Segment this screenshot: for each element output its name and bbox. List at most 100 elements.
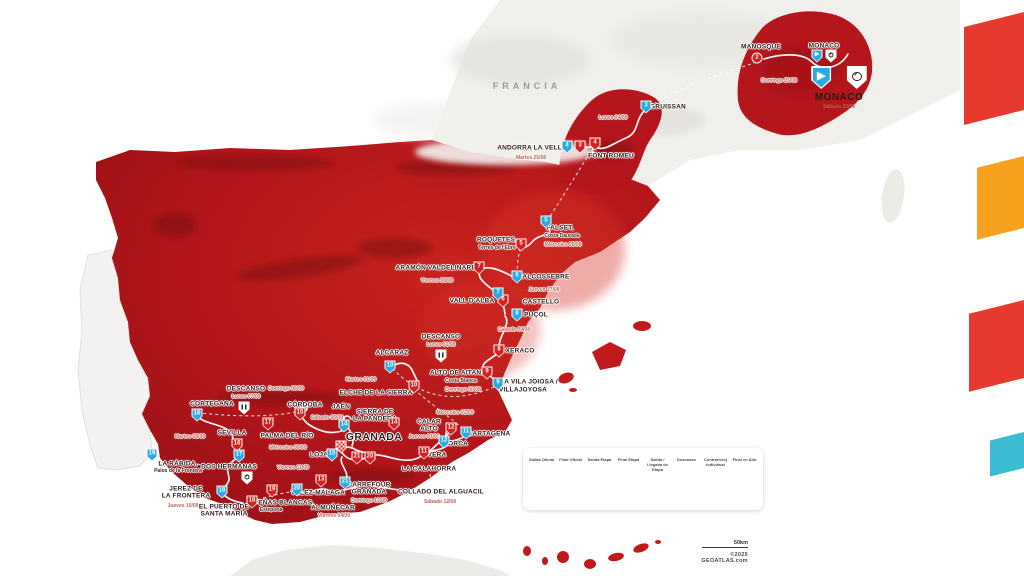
legend: ▶ Salida Oficial Final Oficial 1 Salida Etap… [523, 448, 763, 510]
town-label: JEREZ DE [169, 485, 203, 493]
stage-finish-shield-icon: 12 [445, 422, 457, 436]
monaco-card-date: Sábado 22/08 [823, 104, 855, 110]
legend-item-label: Contrarreloj Individual [704, 457, 727, 467]
stage-date-label: Domingo 13/09 [351, 498, 387, 504]
legend-item: 1 Final Etapa [614, 455, 643, 463]
town-label: XERACO [505, 347, 535, 355]
map-credit: ©2025 GEOATLAS.com [701, 552, 748, 564]
town-label: ARAMÓN VALDELINARES [395, 264, 481, 272]
stage-date-label: Miércoles 02/09 [436, 410, 474, 416]
town-label: ANDORRA LA VELLA [497, 144, 567, 152]
stage-start-shield-icon: 15 [326, 448, 338, 462]
stage-finish-shield-icon: 19 [266, 484, 278, 498]
town-label: ROQUETES, [476, 236, 518, 244]
stage-start-shield-icon: 20 [291, 483, 303, 497]
stage-date-label: Viernes 04/09 [318, 513, 350, 519]
time-trial-shield-icon [846, 66, 867, 89]
brand-stripe [977, 156, 1024, 240]
town-label: GRUISSAN [650, 103, 686, 111]
brand-stripe [969, 300, 1024, 392]
stage-finish-shield-icon: 6 [497, 294, 509, 308]
stage-start-shield-icon: 14 [338, 419, 350, 433]
monaco-start-card: ▶ MONACO Sábado 22/08 [806, 66, 872, 110]
town-label: SANTA MARÍA [200, 510, 248, 518]
stage-finish-shield-icon: 17 [262, 417, 274, 431]
stage-date-label: Viernes 28/08 [421, 278, 453, 284]
stage-date-label: Lunes 31/08 [426, 342, 456, 348]
town-label: ELCHE DE LA SIERRA [339, 389, 413, 397]
balearic-islands [558, 321, 651, 392]
town-label: FALSET, [546, 224, 574, 232]
town-label: ALMUÑÉCAR [311, 504, 355, 512]
town-label: PEÑAS BLANCAS, [253, 499, 315, 507]
legend-item: Final Oficial [556, 455, 585, 463]
stage-start-shield-icon: 19 [146, 448, 158, 462]
stage-finish-shield-icon: 8 [493, 344, 505, 358]
town-label: LA RÁBIDA, [158, 460, 198, 468]
stage-start-shield-icon: 18 [216, 485, 228, 499]
town-label: PALMA DEL RÍO [260, 432, 314, 440]
monaco-card-icons: ▶ [806, 66, 872, 89]
stage-start-shield-icon: 10 [384, 360, 396, 374]
stage-date-label: Lunes 24/08 [598, 115, 628, 121]
town-label: LA CALAHORRA [401, 465, 457, 473]
stage-date-label: Jueves 10/09 [167, 503, 199, 509]
stage-date-label: Viernes 11/09 [277, 465, 309, 471]
stage-date-label: Martes 25/08 [515, 155, 547, 161]
stage-date-label: Lunes 07/09 [231, 394, 261, 400]
stage-start-shield-icon: 6 [511, 270, 523, 284]
france-south-red-area [559, 89, 662, 195]
stage-finish-shield-icon: 11 [418, 446, 430, 460]
stage-finish-shield-icon: 20 [364, 451, 376, 465]
scale-label: 50km [733, 540, 748, 546]
legend-item: ↑ Final en Alto [730, 455, 759, 463]
legend-item: ▶ Salida Oficial [527, 455, 556, 463]
town-label: CARTAGENA [467, 430, 511, 438]
town-label: CALAR [417, 418, 441, 426]
town-label: GRANADA [351, 488, 387, 496]
stage-start-shield-icon: 8 [511, 308, 523, 322]
town-label: Terres de l'Ebre [478, 245, 516, 251]
route-stage-lines [197, 53, 849, 504]
legend-item-label: Final Etapa [617, 457, 640, 462]
time-trial-shield-icon [825, 49, 837, 63]
town-label: Estepona [259, 507, 283, 513]
town-label: CORTEGANA [190, 400, 234, 408]
terrain-shading [153, 142, 632, 483]
stage-date-label: Domingo 06/09 [268, 386, 304, 392]
town-label: SEVILLA [217, 429, 247, 437]
town-label: MANOSQUE [741, 43, 781, 51]
legend-item-label: Final en Alto [732, 457, 757, 462]
town-label: FONT ROMEU [588, 152, 634, 160]
official-finish-shield-icon [335, 440, 347, 454]
town-label: ALCOSSEBRE [522, 273, 570, 281]
town-label: VÉLEZ-MÁLAGA [290, 489, 346, 497]
town-label: LA PANDERA [353, 415, 397, 423]
town-label: VERA [427, 451, 447, 459]
official-start-shield-icon: ▶ [811, 66, 832, 89]
stage-date-label: Martes 01/09 [345, 377, 377, 383]
stage-start-shield-icon: 3 [640, 100, 652, 114]
town-label: SIERRA DE [356, 408, 394, 416]
brand-stripe [964, 12, 1024, 125]
legend-item-label: Salida Etapa [587, 457, 612, 462]
monaco-card-title: MONACO [814, 92, 864, 103]
stage-finish-shield-icon: 15 [294, 407, 306, 421]
town-label: LA FRONTERA [161, 492, 211, 500]
town-label: COLLADO DEL ALGUACIL [398, 488, 484, 496]
rest-day-shield-icon [435, 349, 447, 363]
town-label: GRANADA [345, 431, 403, 443]
town-label: Palos de la Frontera [154, 468, 202, 474]
legend-item: Contrarreloj Individual [701, 455, 730, 468]
country-label: FRANCIA [492, 81, 562, 91]
town-label: MONACO [808, 42, 840, 50]
scale-line [702, 547, 748, 548]
brand-stripes [944, 0, 1024, 576]
stage-start-shield-icon: 11 [460, 426, 472, 440]
corsica-island [881, 169, 905, 223]
town-label: ALCARAZ [375, 349, 409, 357]
town-label: LA VILA JOIOSA / [500, 378, 558, 386]
stage-date-label: Sábado 12/09 [424, 499, 456, 505]
